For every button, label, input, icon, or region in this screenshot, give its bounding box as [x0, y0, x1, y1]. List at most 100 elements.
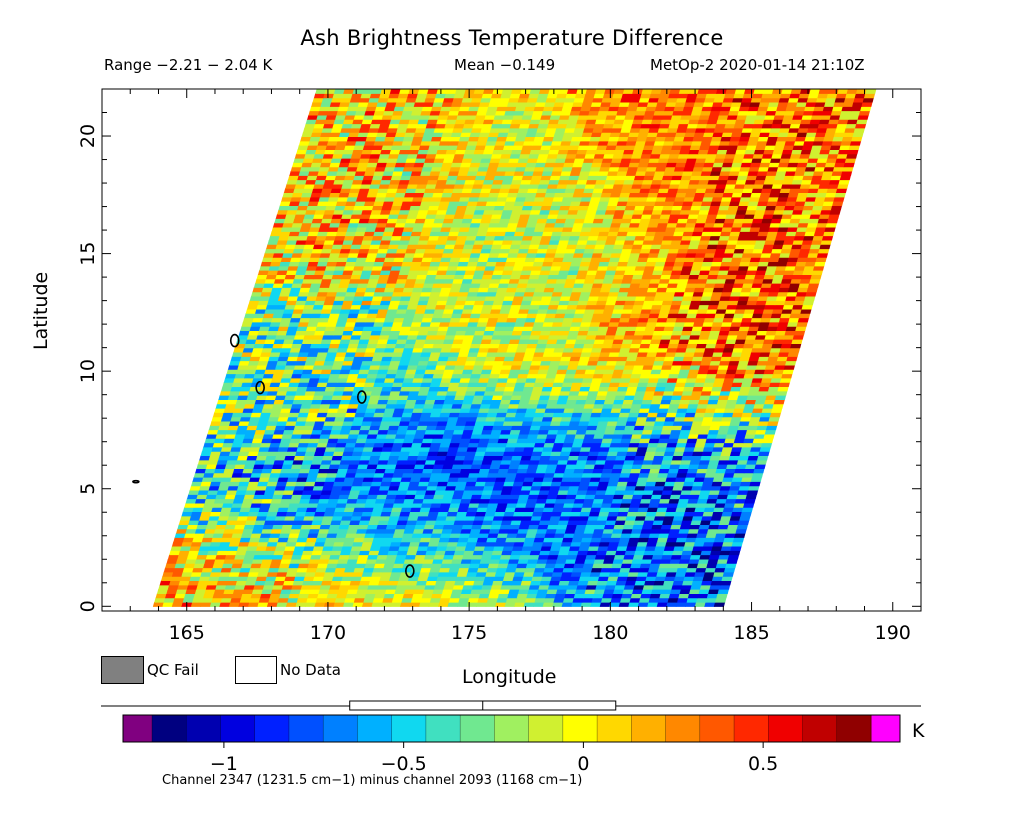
swath-cell [512, 390, 524, 396]
swath-cell [454, 485, 467, 491]
swath-cell [355, 468, 368, 474]
swath-cell [551, 416, 563, 422]
swath-cell [646, 446, 658, 452]
swath-cell [722, 317, 734, 323]
swath-cell [406, 550, 418, 556]
swath-cell [368, 550, 380, 556]
swath-cell [345, 472, 357, 478]
swath-cell [398, 545, 410, 551]
swath-cell [270, 438, 283, 444]
swath-cell [651, 589, 663, 594]
swath-cell [721, 351, 733, 357]
swath-cell [723, 408, 736, 413]
swath-cell [226, 520, 238, 525]
swath-cell [448, 567, 461, 573]
swath-cell [587, 485, 599, 491]
swath-cell [349, 580, 362, 586]
swath-cell [732, 347, 744, 353]
swath-cell [378, 395, 391, 400]
swath-cell [190, 541, 203, 547]
swath-cell [204, 558, 216, 564]
swath-cell [635, 576, 648, 582]
swath-cell [546, 464, 558, 469]
swath-cell [500, 459, 512, 465]
swath-cell [564, 468, 576, 474]
swath-cell [249, 537, 261, 543]
swath-cell [570, 416, 582, 422]
swath-cell [722, 541, 734, 547]
swath-cell [361, 511, 373, 517]
swath-cell [270, 558, 283, 564]
swath-cell [622, 558, 634, 564]
swath-cell [627, 476, 640, 482]
swath-cell [741, 507, 754, 513]
swath-cell [518, 399, 531, 405]
swath-cell [566, 584, 579, 590]
swath-cell [462, 554, 474, 560]
swath-cell [450, 468, 462, 474]
swath-cell [343, 386, 356, 392]
swath-cell [266, 390, 279, 396]
swath-cell [534, 597, 546, 603]
swath-cell [456, 386, 469, 392]
swath-cell [282, 489, 295, 495]
swath-cell [300, 433, 312, 439]
swath-cell [514, 537, 527, 543]
swath-cell [541, 386, 554, 392]
swath-cell [237, 425, 249, 431]
swath-cell [295, 451, 307, 457]
swath-cell [276, 481, 288, 487]
swath-cell [723, 537, 735, 543]
swath-cell [318, 528, 330, 534]
swath-cell [369, 455, 381, 461]
swath-cell [272, 584, 284, 590]
swath-cell [700, 485, 713, 491]
swath-cell [548, 550, 561, 556]
swath-cell [783, 364, 796, 370]
swath-cell [192, 597, 204, 603]
swath-cell [757, 455, 769, 461]
swath-cell [453, 429, 465, 435]
swath-cell [572, 408, 585, 413]
swath-cell [249, 416, 261, 422]
swath-cell [569, 545, 581, 551]
swath-cell [420, 597, 432, 603]
swath-cell [526, 528, 539, 534]
swath-cell [559, 451, 572, 457]
swath-cell [577, 455, 589, 461]
swath-cell [364, 593, 377, 599]
swath-cell [377, 520, 390, 525]
swath-cell [243, 433, 256, 439]
swath-cell [486, 507, 498, 513]
swath-cell [530, 455, 542, 461]
swath-cell [692, 416, 705, 422]
swath-cell [195, 468, 207, 474]
swath-cell [402, 502, 414, 508]
swath-cell [241, 593, 253, 599]
swath-cell [721, 576, 733, 582]
swath-cell [421, 377, 434, 383]
swath-cell [215, 464, 227, 469]
swath-cell [536, 464, 549, 469]
swath-cell [322, 395, 334, 400]
swath-cell [412, 438, 424, 444]
swath-cell [688, 369, 700, 375]
swath-cell [693, 446, 705, 452]
swath-cell [292, 489, 304, 495]
swath-cell [638, 502, 651, 508]
swath-cell [288, 593, 301, 599]
swath-cell [378, 580, 390, 586]
swath-cell [572, 533, 585, 538]
swath-cell [648, 567, 660, 573]
swath-cell [645, 511, 658, 517]
swath-cell [452, 399, 465, 405]
swath-cell [602, 403, 614, 409]
swath-cell [796, 321, 808, 327]
swath-cell [591, 533, 604, 538]
swath-cell [422, 558, 435, 564]
swath-cell [407, 515, 419, 521]
swath-cell [326, 502, 338, 508]
swath-cell [203, 533, 215, 538]
swath-cell [360, 576, 372, 582]
swath-cell [415, 429, 427, 435]
